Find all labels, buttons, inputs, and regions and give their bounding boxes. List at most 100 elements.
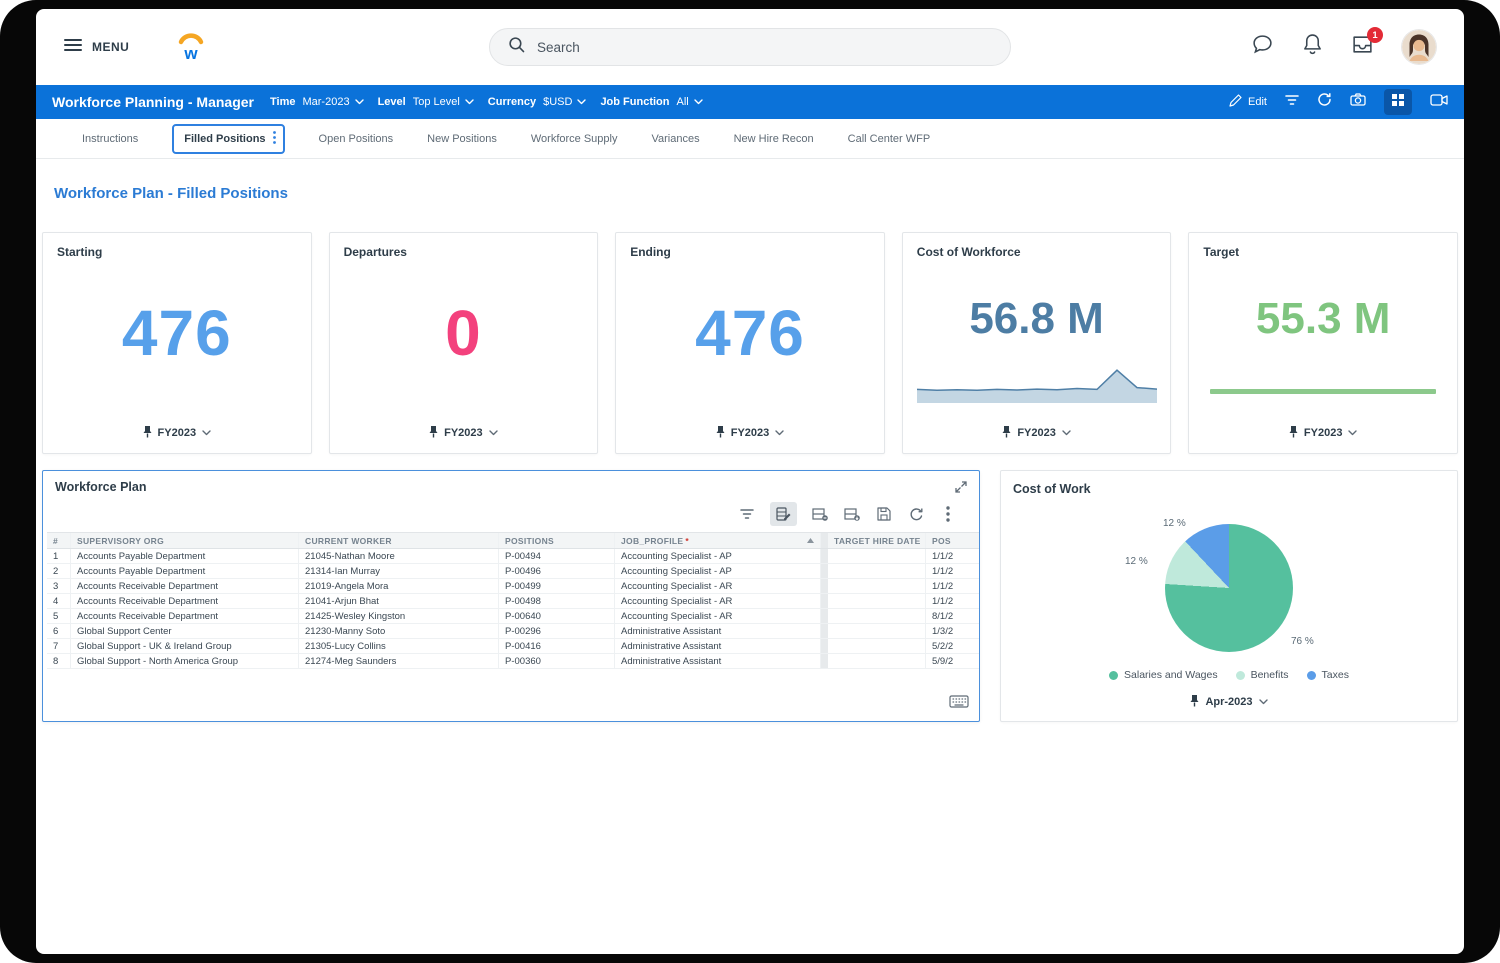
cell-pos-date[interactable]: 5/2/2 [926,639,979,653]
refresh-button[interactable] [1317,92,1332,112]
filter-time-value[interactable]: Mar-2023 [302,96,363,108]
tab-new-positions[interactable]: New Positions [427,133,497,145]
tab-new-hire-recon[interactable]: New Hire Recon [734,133,814,145]
cell-supervisory-org[interactable]: Global Support - North America Group [71,654,299,668]
cell-supervisory-org[interactable]: Global Support - UK & Ireland Group [71,639,299,653]
cell-positions[interactable]: P-00296 [499,624,615,638]
cell-job-profile[interactable]: Accounting Specialist - AP [615,549,821,563]
cell-pos-date[interactable]: 1/1/2 [926,549,979,563]
cell-positions[interactable]: P-00640 [499,609,615,623]
cell-target-hire-date[interactable] [828,624,926,638]
filter-currency-value[interactable]: $USD [543,96,586,108]
table-row[interactable]: 2 Accounts Payable Department 21314-Ian … [47,564,979,579]
legend-salaries-and-wages[interactable]: Salaries and Wages [1109,669,1218,681]
cell-job-profile[interactable]: Administrative Assistant [615,639,821,653]
chat-button[interactable] [1251,33,1274,61]
cell-target-hire-date[interactable] [828,549,926,563]
kebab-menu-icon[interactable] [273,131,276,147]
keyboard-shortcuts-button[interactable] [949,695,969,713]
cell-job-profile[interactable]: Accounting Specialist - AP [615,564,821,578]
col-positions[interactable]: POSITIONS [499,533,615,548]
notifications-button[interactable] [1302,33,1323,61]
cell-supervisory-org[interactable]: Global Support Center [71,624,299,638]
cell-target-hire-date[interactable] [828,594,926,608]
video-button[interactable] [1430,93,1448,111]
cell-positions[interactable]: P-00496 [499,564,615,578]
legend-taxes[interactable]: Taxes [1307,669,1349,681]
cell-current-worker[interactable]: 21230-Manny Soto [299,624,499,638]
cell-target-hire-date[interactable] [828,639,926,653]
cell-target-hire-date[interactable] [828,579,926,593]
col-target-hire-date[interactable]: TARGET HIRE DATE [828,533,926,548]
legend-benefits[interactable]: Benefits [1236,669,1289,681]
cell-target-hire-date[interactable] [828,654,926,668]
period-selector[interactable]: Apr-2023 [1001,694,1457,710]
expand-button[interactable] [955,481,967,493]
cell-supervisory-org[interactable]: Accounts Payable Department [71,564,299,578]
search-input[interactable] [537,40,992,55]
cell-current-worker[interactable]: 21041-Arjun Bhat [299,594,499,608]
cell-positions[interactable]: P-00360 [499,654,615,668]
remove-row-button[interactable] [811,507,829,521]
grid-edit-button[interactable] [770,502,797,526]
tab-instructions[interactable]: Instructions [82,133,138,145]
workday-logo[interactable]: w [173,29,209,65]
cell-pos-date[interactable]: 1/3/2 [926,624,979,638]
cell-job-profile[interactable]: Accounting Specialist - AR [615,594,821,608]
table-row[interactable]: 8 Global Support - North America Group 2… [47,654,979,669]
period-selector[interactable]: FY2023 [616,425,884,441]
grid-more-button[interactable] [939,506,957,522]
tab-variances[interactable]: Variances [651,133,699,145]
cell-pos-date[interactable]: 8/1/2 [926,609,979,623]
tab-call-center-wfp[interactable]: Call Center WFP [848,133,931,145]
col-job-profile[interactable]: JOB_PROFILE * [615,533,821,548]
inbox-button[interactable]: 1 [1351,34,1374,60]
table-row[interactable]: 4 Accounts Receivable Department 21041-A… [47,594,979,609]
table-row[interactable]: 7 Global Support - UK & Ireland Group 21… [47,639,979,654]
cell-pos-date[interactable]: 1/1/2 [926,564,979,578]
grid-filter-button[interactable] [738,508,756,520]
col-supervisory-org[interactable]: SUPERVISORY ORG [71,533,299,548]
grid-view-button[interactable] [1384,89,1412,115]
export-rows-button[interactable] [843,507,861,521]
cell-job-profile[interactable]: Accounting Specialist - AR [615,579,821,593]
cell-current-worker[interactable]: 21425-Wesley Kingston [299,609,499,623]
col-current-worker[interactable]: CURRENT WORKER [299,533,499,548]
filter-level-value[interactable]: Top Level [413,96,474,108]
cell-job-profile[interactable]: Administrative Assistant [615,624,821,638]
period-selector[interactable]: FY2023 [43,425,311,441]
cell-current-worker[interactable]: 21274-Meg Saunders [299,654,499,668]
cell-positions[interactable]: P-00416 [499,639,615,653]
cell-positions[interactable]: P-00498 [499,594,615,608]
tab-filled-positions[interactable]: Filled Positions [172,124,284,154]
grid-refresh-button[interactable] [907,507,925,522]
col-row-number[interactable]: # [47,533,71,548]
cell-positions[interactable]: P-00494 [499,549,615,563]
period-selector[interactable]: FY2023 [1189,425,1457,441]
cell-pos-date[interactable]: 5/9/2 [926,654,979,668]
cell-current-worker[interactable]: 21045-Nathan Moore [299,549,499,563]
edit-button[interactable]: Edit [1229,94,1267,110]
cell-target-hire-date[interactable] [828,564,926,578]
cell-supervisory-org[interactable]: Accounts Receivable Department [71,594,299,608]
tab-workforce-supply[interactable]: Workforce Supply [531,133,618,145]
cell-pos-date[interactable]: 1/1/2 [926,579,979,593]
cell-supervisory-org[interactable]: Accounts Receivable Department [71,609,299,623]
cell-positions[interactable]: P-00499 [499,579,615,593]
cell-current-worker[interactable]: 21019-Angela Mora [299,579,499,593]
cell-supervisory-org[interactable]: Accounts Payable Department [71,549,299,563]
cell-target-hire-date[interactable] [828,609,926,623]
table-row[interactable]: 3 Accounts Receivable Department 21019-A… [47,579,979,594]
filter-job-function-value[interactable]: All [676,96,702,108]
table-row[interactable]: 1 Accounts Payable Department 21045-Nath… [47,549,979,564]
cell-pos-date[interactable]: 1/1/2 [926,594,979,608]
cell-current-worker[interactable]: 21305-Lucy Collins [299,639,499,653]
table-row[interactable]: 5 Accounts Receivable Department 21425-W… [47,609,979,624]
period-selector[interactable]: FY2023 [330,425,598,441]
table-row[interactable]: 6 Global Support Center 21230-Manny Soto… [47,624,979,639]
cell-job-profile[interactable]: Administrative Assistant [615,654,821,668]
filter-funnel-button[interactable] [1285,93,1299,111]
period-selector[interactable]: FY2023 [903,425,1171,441]
cell-current-worker[interactable]: 21314-Ian Murray [299,564,499,578]
cost-of-work-pie[interactable] [1165,524,1293,652]
